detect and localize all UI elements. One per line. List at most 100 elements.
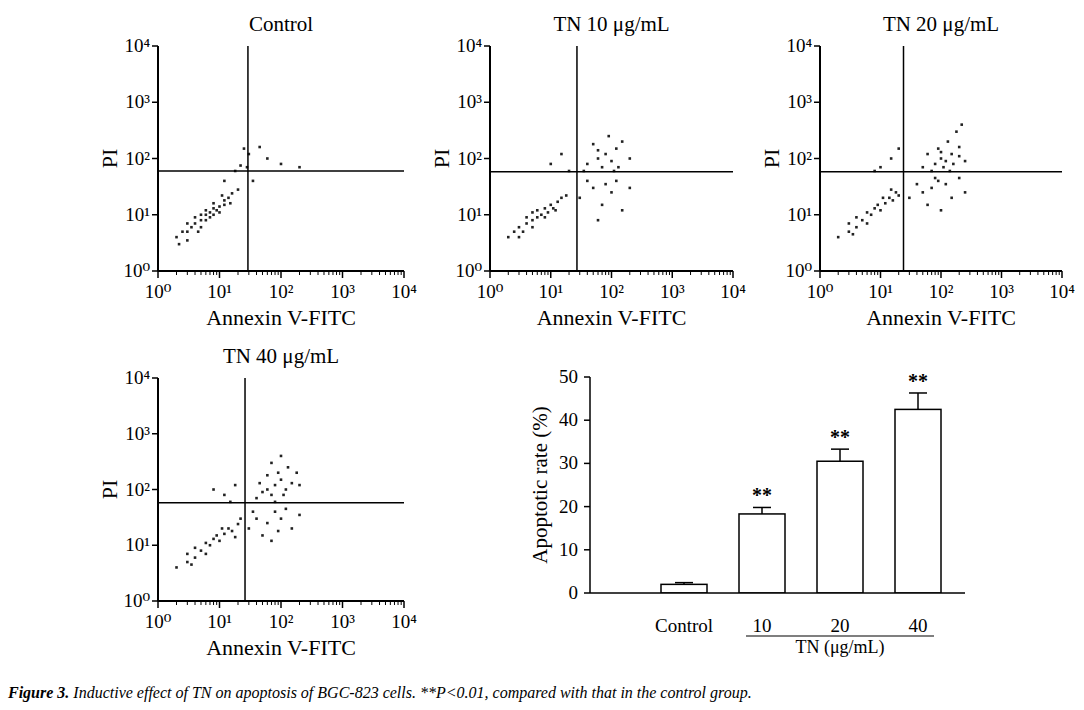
y-tick-label: 10⁴ (456, 35, 482, 56)
event-point (280, 455, 283, 458)
y-tick (152, 545, 158, 547)
event-point (205, 553, 208, 556)
event-point (274, 484, 277, 487)
event-point (866, 222, 869, 225)
event-point (592, 187, 595, 190)
event-point (200, 226, 203, 229)
x-tick (880, 271, 882, 278)
event-point (215, 209, 218, 212)
event-point (944, 183, 947, 186)
x-tick (403, 271, 405, 278)
event-point (525, 216, 528, 219)
x-minor-tick (187, 271, 188, 275)
gate-line (158, 170, 404, 172)
event-point (261, 534, 264, 537)
x-minor-tick (209, 601, 210, 605)
event-point (280, 478, 283, 481)
event-point (890, 157, 893, 160)
x-minor-tick (318, 601, 319, 605)
x-tick-label: 10⁴ (391, 281, 417, 302)
x-minor-tick (275, 601, 276, 605)
event-point (295, 471, 298, 474)
error-bar (909, 393, 927, 409)
event-point (194, 547, 197, 550)
x-tick (342, 601, 344, 608)
event-point (879, 209, 882, 212)
x-minor-tick (200, 601, 201, 605)
y-axis-line (589, 377, 591, 593)
x-tick (280, 271, 282, 278)
x-minor-tick (390, 271, 391, 275)
bar (739, 514, 785, 593)
x-minor-tick (608, 271, 609, 275)
x-minor-tick (992, 271, 993, 275)
significance-mark: ** (830, 426, 850, 448)
event-point (518, 236, 521, 239)
event-point (604, 153, 607, 156)
event-point (205, 219, 208, 222)
y-tick-label: 10² (125, 148, 150, 169)
event-point (186, 561, 189, 564)
x-tick-label: 10⁴ (720, 281, 746, 302)
x-minor-tick (730, 271, 731, 275)
event-point (955, 130, 958, 133)
x-minor-tick (262, 601, 263, 605)
y-axis-label: PI (97, 480, 122, 500)
event-point (950, 153, 953, 156)
points (820, 46, 1062, 271)
x-tick-label: 10² (269, 611, 294, 632)
event-point (209, 211, 212, 214)
y-tick-label: 40 (559, 409, 578, 430)
x-tick-label: 10¹ (868, 281, 893, 302)
x-minor-tick (385, 601, 386, 605)
event-point (610, 191, 613, 194)
y-tick (152, 489, 158, 491)
event-point (560, 197, 563, 200)
event-point (234, 484, 237, 487)
event-point (615, 147, 618, 150)
event-point (248, 527, 251, 530)
event-point (554, 209, 557, 212)
event-point (610, 160, 613, 163)
event-point (175, 566, 178, 569)
x-tick (280, 601, 282, 608)
x-minor-tick (371, 601, 372, 605)
event-point (186, 553, 189, 556)
event-point (205, 209, 208, 212)
x-tick-label: 10¹ (207, 281, 232, 302)
y-tick (814, 214, 820, 216)
x-minor-tick (838, 271, 839, 275)
gate-line (576, 46, 578, 271)
x-minor-tick (909, 271, 910, 275)
event-point (549, 204, 552, 207)
bar (817, 461, 863, 593)
x-minor-tick (339, 601, 340, 605)
x-tick (732, 271, 734, 278)
event-point (592, 143, 595, 146)
x-minor-tick (640, 271, 641, 275)
event-point (223, 199, 226, 202)
event-point (243, 147, 246, 150)
x-minor-tick (299, 601, 300, 605)
event-point (175, 236, 178, 239)
event-point (876, 204, 879, 207)
event-point (200, 549, 203, 552)
x-minor-tick (658, 271, 659, 275)
x-minor-tick (267, 271, 268, 275)
event-point (252, 180, 255, 183)
event-point (930, 187, 933, 190)
event-point (940, 151, 943, 154)
event-point (239, 517, 242, 520)
x-tick-label: 10⁴ (391, 611, 417, 632)
x-minor-tick (662, 271, 663, 275)
y-tick-label: 30 (559, 452, 578, 473)
error-bar (831, 449, 849, 461)
error-bar (753, 507, 771, 513)
event-point (209, 544, 212, 547)
y-tick (152, 45, 158, 47)
x-minor-tick (1056, 271, 1057, 275)
x-tick-label: 20 (831, 615, 850, 636)
event-point (861, 219, 864, 222)
x-minor-tick (328, 271, 329, 275)
x-minor-tick (200, 271, 201, 275)
